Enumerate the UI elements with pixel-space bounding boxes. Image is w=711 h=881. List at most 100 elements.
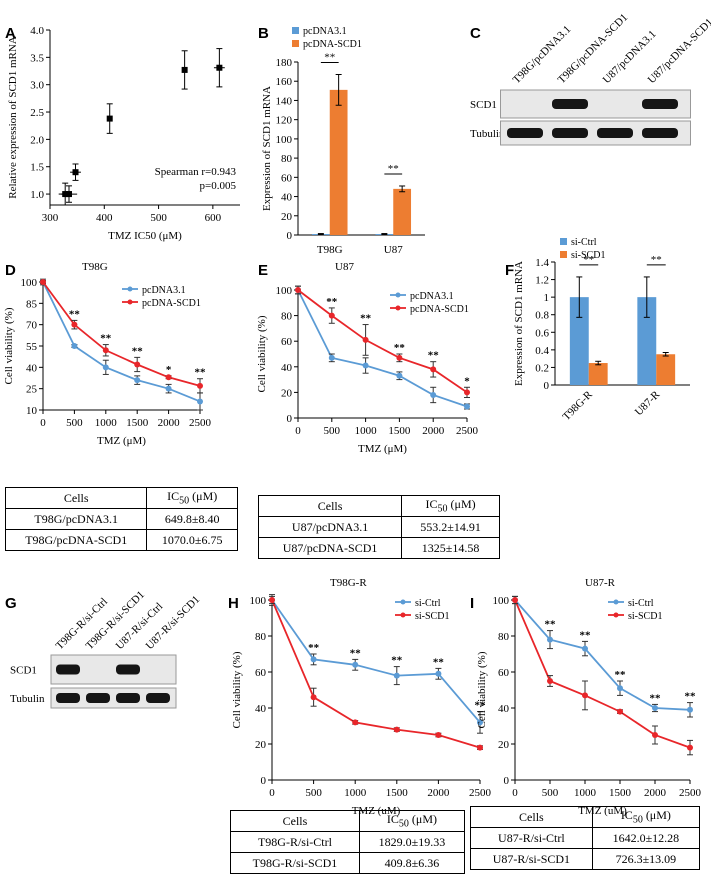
x-axis-label: TMZ IC50 (μM) xyxy=(108,230,182,242)
line xyxy=(514,599,691,711)
blot-band xyxy=(552,128,588,138)
legend-marker xyxy=(400,599,406,605)
y-tick-label: 80 xyxy=(281,153,293,165)
x-tick-label: 500 xyxy=(324,425,341,437)
table-row: U87/pcDNA-SCD1 1325±14.58 xyxy=(257,537,500,559)
x-tick-label: 2500 xyxy=(469,787,492,799)
significance-label: * xyxy=(464,375,470,387)
x-tick-label: 600 xyxy=(205,212,222,224)
line xyxy=(271,599,481,723)
x-axis-label: TMZ (μM) xyxy=(358,443,407,455)
bar xyxy=(637,297,657,385)
header-unit: (μM) xyxy=(411,812,438,827)
header-cell: IC50 (μM) xyxy=(401,495,500,517)
blot-band xyxy=(116,693,140,703)
y-tick-label: 20 xyxy=(281,387,293,399)
y-tick-label: 0 xyxy=(504,775,510,787)
point xyxy=(396,354,403,361)
header-row: Cells IC50 (μM) xyxy=(470,806,701,828)
significance-label: ** xyxy=(360,313,372,325)
y-tick-label: 0.2 xyxy=(535,362,549,374)
point xyxy=(134,377,141,384)
table-cell: U87-R/si-Ctrl xyxy=(470,827,593,849)
point xyxy=(435,732,442,738)
line xyxy=(297,289,468,408)
table-cell: U87/pcDNA3.1 xyxy=(257,516,403,538)
point xyxy=(464,389,470,396)
y-tick-label: 0 xyxy=(287,413,293,425)
significance-label: ** xyxy=(651,254,662,266)
x-tick-label: U87 xyxy=(384,244,403,256)
x-tick-label: T98G-R xyxy=(560,388,595,423)
x-tick-label: 1500 xyxy=(126,417,149,429)
x-tick-label: 2000 xyxy=(158,417,181,429)
point xyxy=(362,336,369,343)
header-row: Cells IC50 (μM) xyxy=(257,495,500,517)
table-cell: 1829.0±19.33 xyxy=(358,831,466,853)
significance-label: ** xyxy=(308,642,320,654)
legend-marker xyxy=(395,305,401,311)
x-tick-label: 2500 xyxy=(456,425,479,437)
x-tick-label: 2000 xyxy=(644,787,667,799)
header-text: IC xyxy=(167,489,180,504)
point xyxy=(310,694,317,701)
chart-title: U87-R xyxy=(585,577,616,589)
blot-band xyxy=(56,664,80,675)
y-tick-label: 60 xyxy=(281,172,293,184)
y-tick-label: 40 xyxy=(498,703,510,715)
significance-label: ** xyxy=(545,619,557,631)
y-tick-label: 60 xyxy=(281,336,293,348)
y-tick-label: 1.0 xyxy=(30,189,44,201)
ic50-table: Cells IC50 (μM) T98G-R/si-Ctrl 1829.0±19.33… xyxy=(230,810,466,874)
x-tick-label: 1500 xyxy=(386,787,409,799)
significance-label: ** xyxy=(685,691,697,703)
header-row: Cells IC50 (μM) xyxy=(230,810,466,832)
header-unit: (μM) xyxy=(645,808,671,823)
x-tick-label: 2000 xyxy=(427,787,450,799)
chart-title: T98G-R xyxy=(330,577,367,589)
x-tick-label: 0 xyxy=(40,417,46,429)
point xyxy=(197,382,203,389)
table-cell: U87/pcDNA-SCD1 xyxy=(257,537,403,559)
table-cell: T98G/pcDNA-SCD1 xyxy=(4,529,148,551)
header-cell: Cells xyxy=(4,487,148,509)
x-tick-label: 1000 xyxy=(574,787,597,799)
y-tick-label: 20 xyxy=(281,211,293,223)
y-tick-label: 25 xyxy=(26,384,38,396)
y-tick-label: 100 xyxy=(21,277,38,289)
y-tick-label: 0.4 xyxy=(535,345,549,357)
table-row: U87/pcDNA3.1 553.2±14.91 xyxy=(257,516,500,538)
legend-swatch xyxy=(560,251,567,258)
header-cell: IC50 (μM) xyxy=(591,806,701,828)
blot-band xyxy=(56,693,80,703)
point xyxy=(652,732,658,738)
point xyxy=(197,398,203,405)
table-row: T98G/pcDNA-SCD1 1070.0±6.75 xyxy=(4,529,238,551)
y-tick-label: 0.6 xyxy=(535,327,549,339)
legend-swatch xyxy=(560,238,567,245)
significance-label: ** xyxy=(580,629,592,641)
y-tick-label: 3.5 xyxy=(30,52,44,64)
y-tick-label: 1.4 xyxy=(535,257,549,269)
y-tick-label: 40 xyxy=(281,192,293,204)
x-tick-label: 1000 xyxy=(355,425,378,437)
legend-marker xyxy=(613,612,619,618)
header-cell: Cells xyxy=(230,810,360,832)
header-unit: (μM) xyxy=(192,489,218,504)
legend-label: si-SCD1 xyxy=(571,250,605,261)
y-tick-label: 0 xyxy=(261,775,267,787)
y-tick-label: 3.0 xyxy=(30,80,44,92)
x-tick-label: 1000 xyxy=(344,787,367,799)
x-tick-label: 500 xyxy=(150,212,167,224)
x-tick-label: 0 xyxy=(269,787,275,799)
header-cell: Cells xyxy=(470,806,593,828)
blot-band xyxy=(642,99,678,109)
point xyxy=(393,672,400,679)
point xyxy=(582,692,588,699)
blot-background xyxy=(50,687,177,709)
y-tick-label: 1 xyxy=(544,292,550,304)
header-text: IC xyxy=(386,812,399,827)
point xyxy=(617,685,623,692)
y-tick-label: 100 xyxy=(276,134,293,146)
legend-label: si-SCD1 xyxy=(628,611,662,622)
